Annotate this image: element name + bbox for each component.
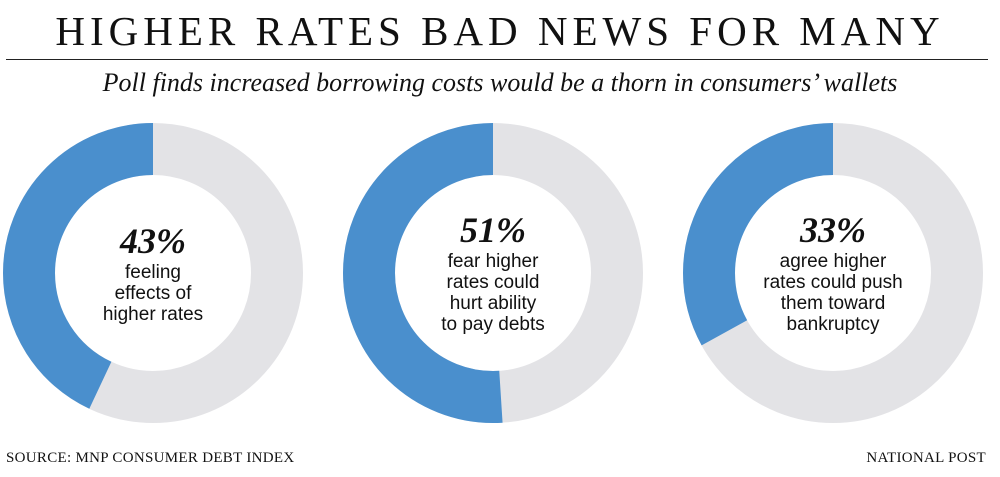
- chart-title: HIGHER RATES BAD NEWS FOR MANY: [55, 8, 945, 54]
- donut-svg: [683, 123, 983, 423]
- donut-chart-2: 51% fear higher rates could hurt ability…: [343, 123, 643, 423]
- donut-svg: [3, 123, 303, 423]
- description-label: feeling effects of higher rates: [102, 261, 204, 325]
- percent-label: 43%: [120, 220, 186, 261]
- percent-label: 33%: [800, 210, 866, 250]
- description-label: agree higher rates could push them towar…: [763, 251, 903, 335]
- title-divider: [6, 59, 988, 60]
- publisher-credit: NATIONAL POST: [866, 450, 986, 466]
- donut-center-3: 33% agree higher rates could push them t…: [733, 123, 933, 423]
- donut-center-1: 43% feeling effects of higher rates: [53, 123, 253, 423]
- donut-chart-1: 43% feeling effects of higher rates: [3, 123, 303, 423]
- description-label: fear higher rates could hurt ability to …: [441, 251, 545, 335]
- donut-center-2: 51% fear higher rates could hurt ability…: [393, 123, 593, 423]
- percent-label: 51%: [460, 210, 526, 250]
- donut-value-segment: [3, 123, 303, 423]
- donut-chart-3: 33% agree higher rates could push them t…: [683, 123, 983, 423]
- source-note: SOURCE: MNP CONSUMER DEBT INDEX: [6, 450, 295, 466]
- donut-svg: [343, 123, 643, 423]
- donut-value-segment: [343, 123, 643, 423]
- donut-value-segment: [683, 123, 983, 423]
- donut-charts: 43% feeling effects of higher rates 51% …: [0, 115, 1000, 435]
- chart-subtitle: Poll finds increased borrowing costs wou…: [102, 68, 898, 97]
